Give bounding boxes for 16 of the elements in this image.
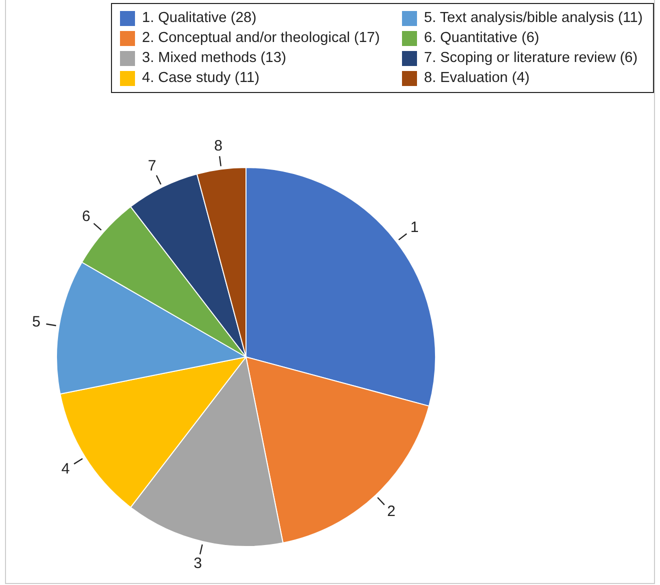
legend-label: 2. Conceptual and/or theological (17) bbox=[141, 30, 381, 46]
legend-label: 6. Quantitative (6) bbox=[423, 30, 540, 46]
text: 4 bbox=[61, 460, 70, 478]
legend-label: 3. Mixed methods (13) bbox=[141, 50, 288, 66]
text: 7 bbox=[148, 158, 156, 175]
text: 2 bbox=[387, 503, 396, 520]
text: 8 bbox=[214, 137, 222, 154]
text: 1 bbox=[410, 218, 419, 236]
text: 3 bbox=[194, 555, 202, 572]
legend-label: 8. Evaluation (4) bbox=[423, 70, 531, 86]
legend-label: 5. Text analysis/bible analysis (11) bbox=[423, 10, 644, 26]
legend-label: 7. Scoping or literature review (6) bbox=[423, 50, 639, 66]
text: 5 bbox=[32, 314, 41, 331]
text: 6 bbox=[82, 208, 90, 226]
legend-label: 4. Case study (11) bbox=[141, 70, 260, 86]
legend-label: 1. Qualitative (28) bbox=[141, 10, 258, 26]
